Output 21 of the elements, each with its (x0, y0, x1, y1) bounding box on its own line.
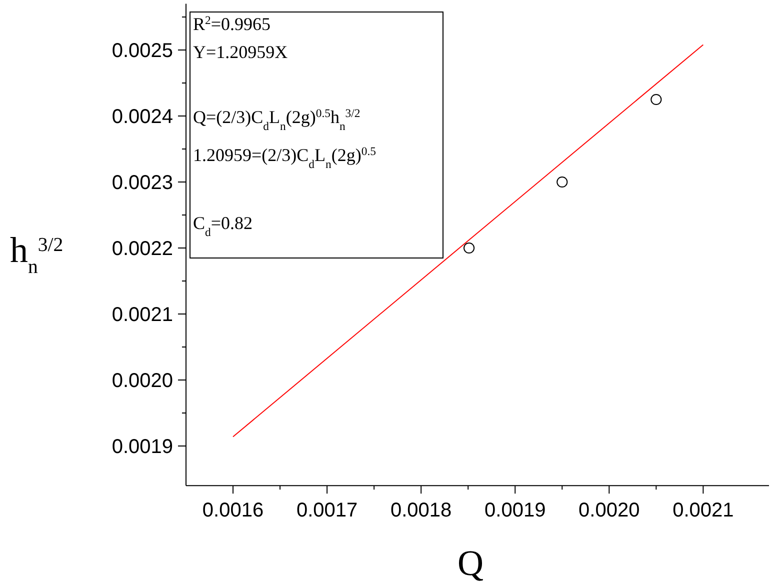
y-tick-label: 0.0022 (112, 238, 173, 260)
y-tick-label: 0.0024 (112, 106, 173, 128)
y-tick-label: 0.0025 (112, 40, 173, 62)
annotation: Y=1.20959X (193, 42, 288, 62)
point (463, 242, 475, 254)
point (650, 94, 662, 106)
point (556, 176, 568, 188)
x-tick-label: 0.0018 (390, 500, 452, 522)
annotation: R$^{2}$=0.9965 (193, 14, 271, 34)
x-tick-label: 0.0019 (484, 500, 546, 522)
y-tick-label: 0.0019 (112, 436, 173, 458)
x-tick-label: 0.0020 (578, 500, 640, 522)
x-tick-label: 0.0017 (296, 500, 358, 522)
x-tick-label: 0.0016 (202, 500, 264, 522)
x-axis-title: Q (458, 543, 484, 583)
y-tick-label: 0.0023 (112, 172, 173, 194)
annotation: C$_{d}$=0.82 (193, 213, 253, 238)
y-tick-label: 0.0021 (112, 304, 173, 326)
x-tick-label: 0.0021 (672, 500, 734, 522)
y-tick-label: 0.0020 (112, 370, 173, 392)
annotation: 1.20959=(2/3)C$_{d}$L$_{n}$(2g)$^{0.5}$ (193, 144, 376, 170)
